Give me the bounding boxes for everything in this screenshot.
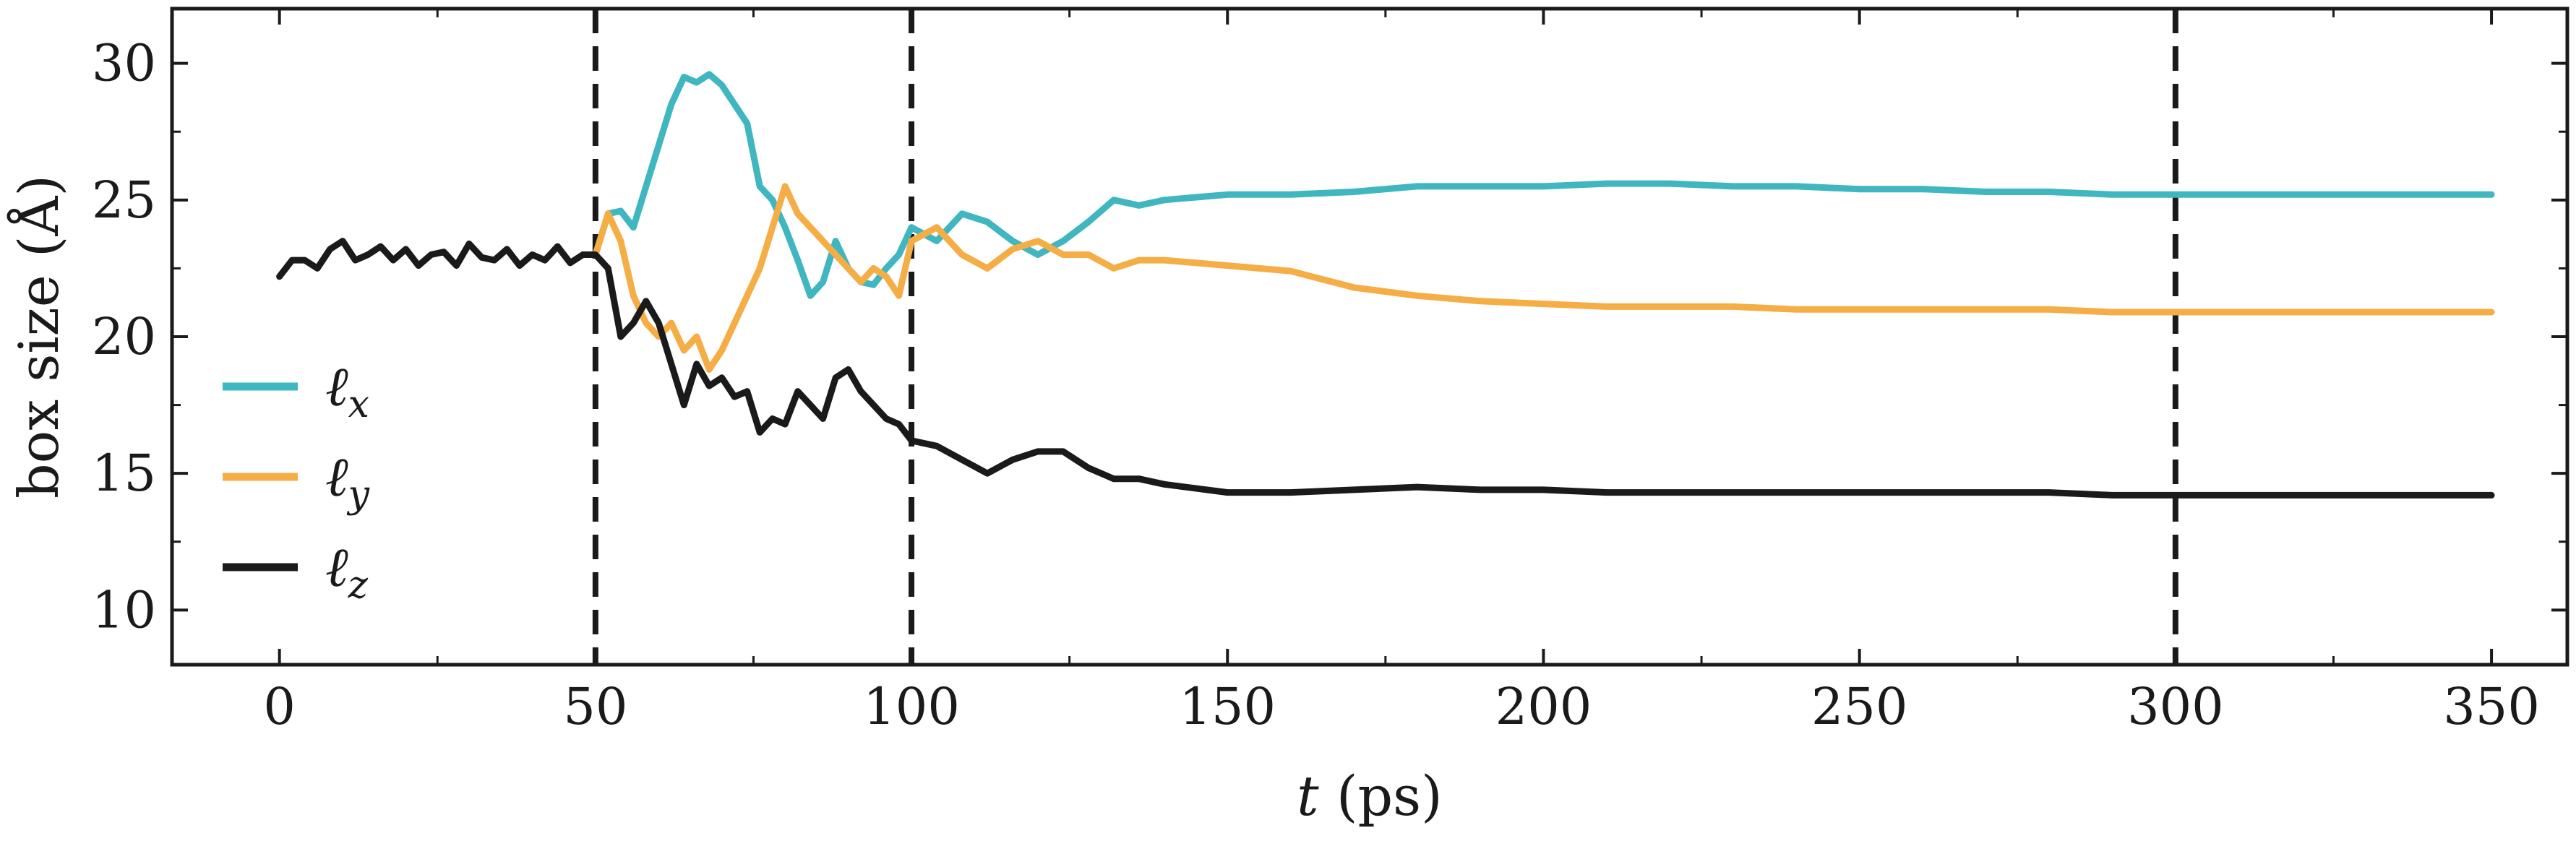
y-tick-label: 10 [92, 580, 156, 639]
series-line-z [276, 238, 2495, 499]
x-axis-variable: t [1297, 764, 1319, 828]
x-axis-label: t (ps) [1297, 764, 1443, 828]
legend-label-x: ℓx [325, 354, 369, 426]
series-line-y [592, 183, 2495, 373]
x-tick-label: 100 [863, 677, 960, 736]
series-lines [276, 71, 2495, 499]
x-axis-unit: (ps) [1336, 764, 1443, 828]
legend-label-z: ℓz [325, 535, 369, 607]
x-tick-label: 150 [1179, 677, 1276, 736]
x-tick-label: 200 [1495, 677, 1592, 736]
x-tick-label: 0 [263, 677, 296, 736]
phase-divider-lines [592, 9, 2178, 665]
x-tick-label: 50 [563, 677, 627, 736]
y-tick-label: 25 [92, 171, 156, 230]
y-tick-label: 15 [92, 444, 156, 503]
plot-frame [170, 7, 2569, 667]
x-tick-label: 300 [2127, 677, 2224, 736]
series-line-x [592, 71, 2495, 299]
y-axis-label: box size (Å) [6, 175, 71, 499]
y-tick-label: 20 [92, 307, 156, 366]
legend: ℓx ℓy ℓz [223, 354, 370, 607]
axis-ticks: 0 50 100 150 200 250 300 350 10 15 20 25 30 [92, 9, 2567, 736]
y-tick-label: 30 [92, 34, 156, 93]
legend-label-y: ℓy [325, 444, 370, 517]
x-tick-label: 350 [2443, 677, 2540, 736]
x-tick-label: 250 [1811, 677, 1908, 736]
